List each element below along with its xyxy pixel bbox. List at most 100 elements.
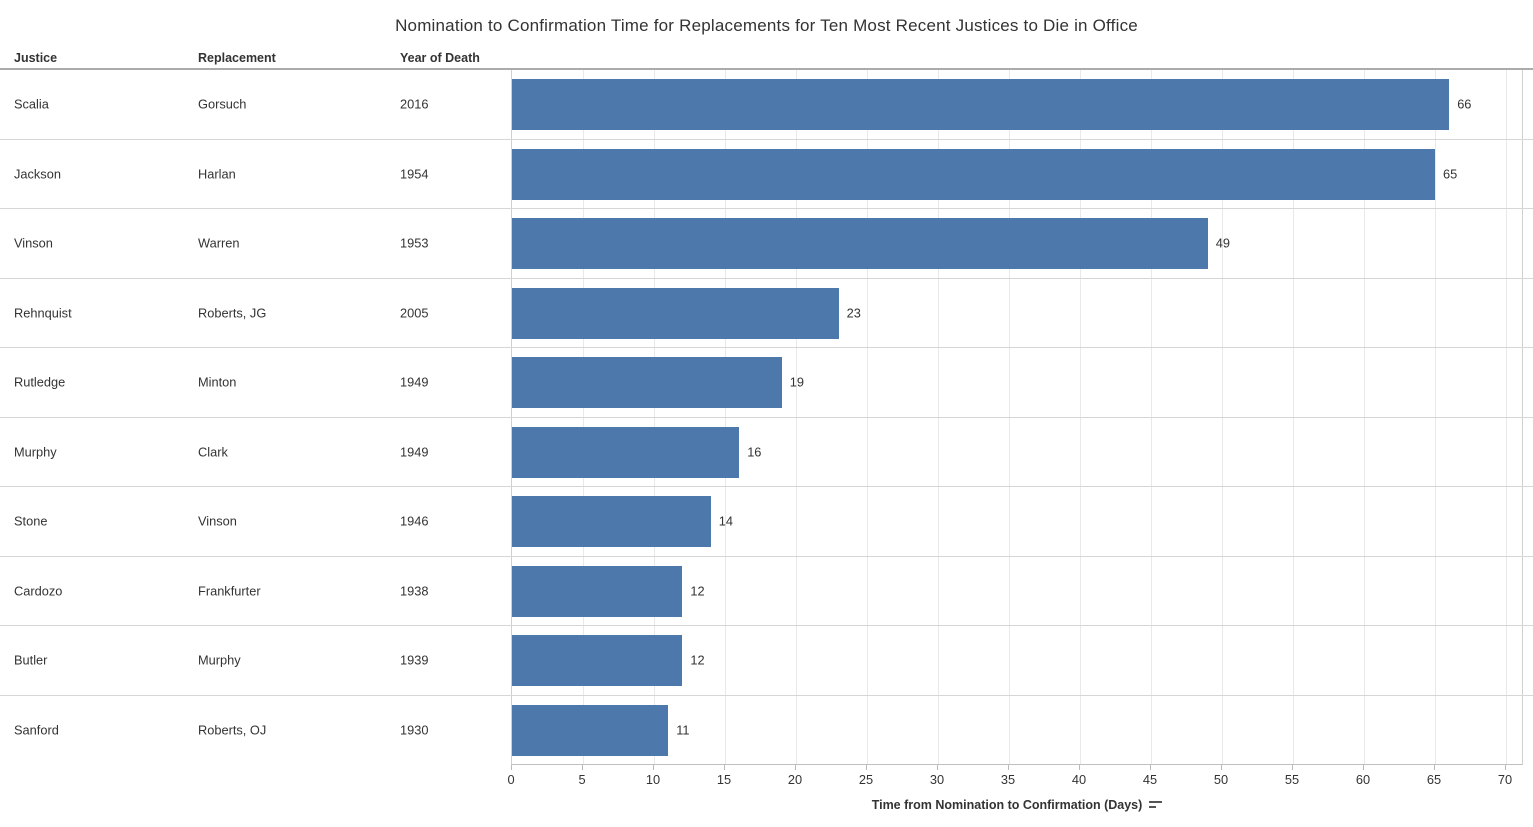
table-row: Vinson Warren 1953 49 [0, 209, 1533, 279]
bar-value-label: 23 [846, 305, 861, 321]
x-axis-tick-mark [1434, 765, 1435, 770]
x-axis-tick-label: 70 [1497, 772, 1513, 787]
x-axis-tick-label: 60 [1355, 772, 1371, 787]
x-axis-tick-label: 45 [1142, 772, 1158, 787]
x-axis-tick-label: 15 [716, 772, 732, 787]
year-of-death-cell[interactable]: 1949 [400, 374, 429, 390]
x-axis-tick-mark [1221, 765, 1222, 770]
x-axis-tick-mark [866, 765, 867, 770]
table-row: Rutledge Minton 1949 19 [0, 348, 1533, 418]
bar-value-label: 65 [1443, 166, 1458, 182]
bar[interactable] [512, 426, 740, 478]
year-of-death-cell[interactable]: 1946 [400, 513, 429, 529]
x-axis-tick-label: 5 [578, 772, 586, 787]
column-header-justice[interactable]: Justice [14, 51, 58, 65]
x-axis-tick-mark [1505, 765, 1506, 770]
x-axis-tick-label: 20 [787, 772, 803, 787]
bar-value-label: 14 [718, 513, 734, 529]
x-axis-tick-label: 35 [1000, 772, 1016, 787]
x-axis-tick-label: 55 [1284, 772, 1300, 787]
x-axis-tick-mark [724, 765, 725, 770]
bar[interactable] [512, 565, 683, 617]
replacement-cell[interactable]: Gorsuch [198, 96, 247, 112]
x-axis-tick-mark [511, 765, 512, 770]
bar[interactable] [512, 704, 669, 756]
bar-value-label: 49 [1215, 235, 1231, 251]
bar-value-label: 66 [1457, 96, 1472, 112]
x-axis-tick-label: 65 [1426, 772, 1442, 787]
year-of-death-cell[interactable]: 1954 [400, 166, 429, 182]
x-axis-tick-mark [1150, 765, 1151, 770]
justice-cell[interactable]: Rutledge [14, 374, 66, 390]
replacement-cell[interactable]: Vinson [198, 513, 237, 529]
x-axis-title-row: Time from Nomination to Confirmation (Da… [511, 798, 1523, 812]
column-header-replacement[interactable]: Replacement [198, 51, 276, 65]
replacement-cell[interactable]: Warren [198, 235, 240, 251]
justice-cell[interactable]: Jackson [14, 166, 61, 182]
x-axis-tick-label: 30 [929, 772, 945, 787]
table-row: Sanford Roberts, OJ 1930 11 [0, 696, 1533, 766]
x-axis-tick-mark [1079, 765, 1080, 770]
chart-title: Nomination to Confirmation Time for Repl… [395, 16, 1138, 35]
replacement-cell[interactable]: Frankfurter [198, 583, 261, 599]
table-row: Murphy Clark 1949 16 [0, 418, 1533, 487]
x-axis-tick-mark [937, 765, 938, 770]
bar[interactable] [512, 635, 683, 686]
x-axis-tick-mark [653, 765, 654, 770]
justice-cell[interactable]: Sanford [14, 722, 59, 738]
x-axis-tick-label: 10 [645, 772, 661, 787]
justice-cell[interactable]: Cardozo [14, 583, 63, 599]
x-axis-tick-label: 50 [1213, 772, 1229, 787]
replacement-cell[interactable]: Murphy [198, 652, 241, 668]
table-row: Cardozo Frankfurter 1938 12 [0, 557, 1533, 626]
year-of-death-cell[interactable]: 2005 [400, 305, 429, 321]
sort-icon-bar-short [1149, 806, 1157, 808]
replacement-cell[interactable]: Roberts, OJ [198, 722, 267, 738]
table-row: Rehnquist Roberts, JG 2005 23 [0, 279, 1533, 348]
table-row: Butler Murphy 1939 12 [0, 626, 1533, 696]
replacement-cell[interactable]: Roberts, JG [198, 305, 267, 321]
x-axis-tick-mark [1008, 765, 1009, 770]
bar-value-label: 16 [747, 444, 762, 460]
bar[interactable] [512, 79, 1450, 130]
table-row: Jackson Harlan 1954 65 [0, 140, 1533, 209]
justice-cell[interactable]: Vinson [14, 235, 53, 251]
replacement-cell[interactable]: Minton [198, 374, 237, 390]
x-axis-tick-label: 0 [507, 772, 515, 787]
year-of-death-cell[interactable]: 2016 [400, 96, 429, 112]
bar-value-label: 12 [690, 652, 705, 668]
x-axis-tick-label: 40 [1071, 772, 1087, 787]
table-row: Stone Vinson 1946 14 [0, 487, 1533, 557]
year-of-death-cell[interactable]: 1949 [400, 444, 429, 460]
x-axis-tick-mark [795, 765, 796, 770]
justice-cell[interactable]: Rehnquist [14, 305, 72, 321]
x-axis-tick-mark [1292, 765, 1293, 770]
justice-cell[interactable]: Butler [14, 652, 48, 668]
sort-descending-icon[interactable] [1149, 799, 1163, 810]
bar-value-label: 19 [789, 374, 805, 390]
x-axis-tick-mark [1363, 765, 1364, 770]
justice-cell[interactable]: Murphy [14, 444, 57, 460]
sort-icon-bar-long [1149, 801, 1163, 803]
bar-value-label: 11 [676, 722, 690, 738]
replacement-cell[interactable]: Clark [198, 444, 228, 460]
bar[interactable] [512, 357, 782, 408]
replacement-cell[interactable]: Harlan [198, 166, 236, 182]
x-axis-tick-mark [582, 765, 583, 770]
justice-cell[interactable]: Scalia [14, 96, 49, 112]
bar[interactable] [512, 496, 711, 547]
year-of-death-cell[interactable]: 1930 [400, 722, 429, 738]
justice-cell[interactable]: Stone [14, 513, 48, 529]
year-of-death-cell[interactable]: 1939 [400, 652, 429, 668]
year-of-death-cell[interactable]: 1938 [400, 583, 429, 599]
bar[interactable] [512, 148, 1435, 200]
bar[interactable] [512, 287, 839, 339]
x-axis-title: Time from Nomination to Confirmation (Da… [871, 798, 1143, 812]
column-header-year-of-death[interactable]: Year of Death [400, 51, 480, 65]
column-headers: Justice Replacement Year of Death [0, 51, 1533, 70]
x-axis-tick-label: 25 [858, 772, 874, 787]
year-of-death-cell[interactable]: 1953 [400, 235, 429, 251]
bar[interactable] [512, 218, 1208, 269]
table-row: Scalia Gorsuch 2016 66 [0, 70, 1533, 140]
